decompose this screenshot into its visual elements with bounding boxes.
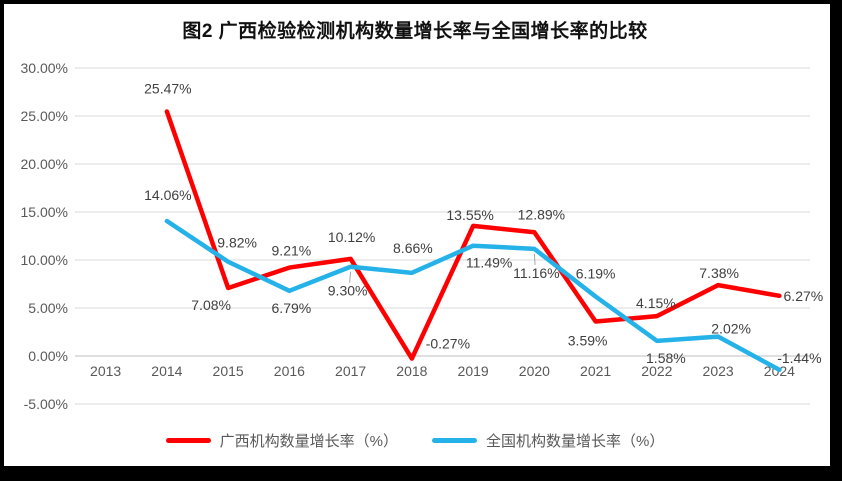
y-tick-label: 10.00% bbox=[21, 252, 68, 268]
data-label-guangxi: 9.21% bbox=[272, 243, 312, 259]
legend: 广西机构数量增长率（%） 全国机构数量增长率（%） bbox=[0, 430, 830, 451]
y-tick-label: 5.00% bbox=[28, 300, 68, 316]
x-tick-label: 2016 bbox=[274, 363, 305, 379]
data-label-guangxi: 12.89% bbox=[518, 206, 565, 222]
y-tick-label: 25.00% bbox=[21, 108, 68, 124]
series-line-national bbox=[164, 218, 782, 373]
data-label-guangxi: 6.27% bbox=[784, 288, 824, 304]
data-label-national: 2.02% bbox=[711, 321, 751, 337]
data-label-national: 11.49% bbox=[466, 255, 512, 271]
x-tick-label: 2023 bbox=[703, 363, 734, 379]
legend-item-national: 全国机构数量增长率（%） bbox=[432, 430, 664, 451]
data-label-national: 8.66% bbox=[393, 240, 433, 256]
chart-title: 图2 广西检验检测机构数量增长率与全国增长率的比较 bbox=[182, 21, 648, 42]
y-tick-label: 30.00% bbox=[21, 60, 68, 76]
x-tick-label: 2015 bbox=[213, 363, 244, 379]
data-label-guangxi: 25.47% bbox=[144, 80, 191, 96]
x-tick-label: 2019 bbox=[458, 363, 489, 379]
legend-item-guangxi: 广西机构数量增长率（%） bbox=[165, 430, 398, 451]
series-line-guangxi bbox=[164, 109, 782, 361]
data-label-guangxi: 7.08% bbox=[191, 297, 231, 313]
label-leader-line bbox=[533, 253, 536, 265]
y-tick-label: -5.00% bbox=[24, 396, 68, 412]
data-label-guangxi: -0.27% bbox=[426, 336, 470, 352]
y-tick-label: 15.00% bbox=[21, 204, 68, 220]
x-tick-label: 2021 bbox=[580, 363, 611, 379]
data-label-guangxi: 10.12% bbox=[328, 229, 375, 245]
data-label-guangxi: 4.15% bbox=[636, 295, 676, 311]
label-leader-line bbox=[349, 271, 352, 283]
y-tick-label: 0.00% bbox=[28, 348, 68, 364]
data-label-guangxi: 7.38% bbox=[699, 265, 739, 281]
data-label-national: -1.44% bbox=[777, 350, 821, 366]
x-tick-label: 2017 bbox=[335, 363, 366, 379]
x-tick-label: 2013 bbox=[90, 363, 121, 379]
data-label-national: 1.58% bbox=[646, 350, 686, 366]
x-tick-label: 2014 bbox=[151, 363, 182, 379]
data-label-national: 11.16% bbox=[513, 265, 559, 281]
data-label-national: 14.06% bbox=[144, 187, 191, 203]
x-tick-label: 2022 bbox=[641, 363, 672, 379]
data-label-national: 9.30% bbox=[328, 283, 368, 299]
legend-label-national: 全国机构数量增长率（%） bbox=[486, 433, 665, 450]
data-label-guangxi: 13.55% bbox=[446, 207, 493, 223]
guangxi-line-swatch-icon bbox=[165, 438, 211, 443]
data-label-national: 6.19% bbox=[576, 266, 616, 282]
x-tick-label: 2020 bbox=[519, 363, 550, 379]
x-tick-label: 2018 bbox=[396, 363, 427, 379]
data-label-national: 6.79% bbox=[272, 300, 312, 316]
data-label-national: 9.82% bbox=[217, 235, 257, 251]
data-label-guangxi: 3.59% bbox=[568, 333, 608, 349]
national-line-swatch-icon bbox=[432, 438, 477, 443]
legend-label-guangxi: 广西机构数量增长率（%） bbox=[219, 433, 398, 450]
y-tick-label: 20.00% bbox=[21, 156, 68, 172]
